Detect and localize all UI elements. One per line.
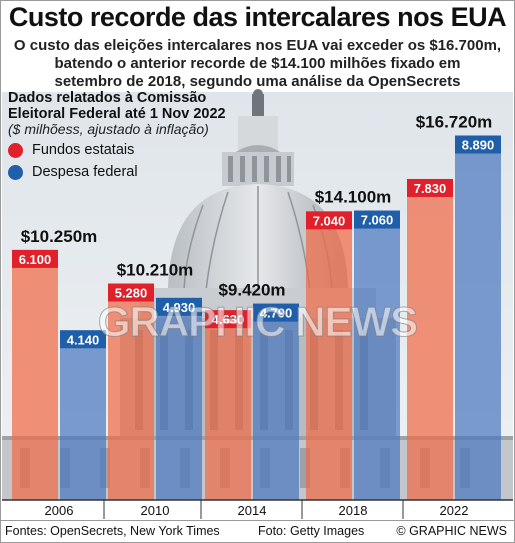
value-label-state-2014: 4.630 (212, 312, 245, 327)
watermark: GRAPHIC NEWS (97, 298, 418, 346)
value-label-federal-2018: 7.060 (361, 213, 394, 228)
bar-federal-2006 (60, 330, 106, 500)
bar-state-2006 (12, 249, 58, 500)
graphic-news-credit: © GRAPHIC NEWS (396, 524, 507, 538)
value-label-state-2006: 6.100 (19, 252, 52, 267)
bar-federal-2010 (156, 297, 202, 500)
units-note: ($ milhõess, ajustado à inflação) (8, 121, 209, 137)
category-label-2018: 2018 (339, 503, 368, 518)
value-label-bg-state-2014 (205, 310, 251, 329)
value-label-state-2010: 5.280 (115, 286, 148, 301)
value-label-federal-2006: 4.140 (67, 332, 100, 347)
data-note-line-1: Dados relatados à Comissão (8, 90, 207, 106)
category-label-2014: 2014 (238, 503, 267, 518)
total-label-2010: $10.210m (117, 261, 194, 280)
subtitle-line-3: setembro de 2018, segundo uma análise da… (54, 73, 461, 90)
footer-divider (0, 520, 515, 521)
total-label-2018: $14.100m (315, 188, 392, 207)
category-label-2022: 2022 (440, 503, 469, 518)
value-label-bg-state-2010 (108, 283, 154, 302)
sources-text: Fontes: OpenSecrets, New York Times (5, 524, 220, 538)
total-label-2022: $16.720m (416, 113, 493, 132)
category-label-2010: 2010 (141, 503, 170, 518)
legend-swatch-federal (8, 165, 23, 180)
bar-state-2014 (205, 310, 251, 500)
value-label-state-2022: 7.830 (414, 181, 447, 196)
bar-federal-2014 (253, 303, 299, 500)
category-label-2006: 2006 (45, 503, 74, 518)
subtitle-line-1: O custo das eleições intercalares nos EU… (13, 37, 502, 54)
photo-credit: Foto: Getty Images (258, 524, 365, 538)
data-note-line-2: Eleitoral Federal até 1 Nov 2022 (8, 106, 226, 122)
value-label-bg-federal-2014 (253, 303, 299, 322)
total-label-2006: $10.250m (21, 227, 98, 246)
chart-title: Custo recorde das intercalares nos EUA (8, 2, 507, 32)
value-label-bg-state-2022 (407, 178, 453, 197)
value-label-bg-federal-2018 (354, 210, 400, 229)
value-label-bg-federal-2022 (455, 135, 501, 154)
value-label-bg-federal-2010 (156, 297, 202, 316)
legend-label-state: Fundos estatais (32, 142, 135, 158)
value-label-federal-2022: 8.890 (462, 138, 495, 153)
bar-state-2010 (108, 283, 154, 500)
bar-state-2022 (407, 178, 453, 500)
value-label-state-2018: 7.040 (313, 213, 346, 228)
subtitle-line-2: batendo o anterior recorde de $14.100 mi… (54, 55, 461, 72)
value-label-bg-state-2006 (12, 249, 58, 268)
axis-band (2, 500, 513, 520)
value-label-bg-state-2018 (306, 211, 352, 230)
bar-federal-2022 (455, 135, 501, 500)
legend-label-federal: Despesa federal (32, 164, 138, 180)
value-label-federal-2014: 4.790 (260, 306, 293, 321)
bar-federal-2018 (354, 210, 400, 501)
value-label-bg-federal-2006 (60, 330, 106, 349)
value-label-federal-2010: 4.930 (163, 300, 196, 315)
total-label-2014: $9.420m (218, 281, 285, 300)
legend-swatch-state (8, 143, 23, 158)
bar-state-2018 (306, 211, 352, 501)
